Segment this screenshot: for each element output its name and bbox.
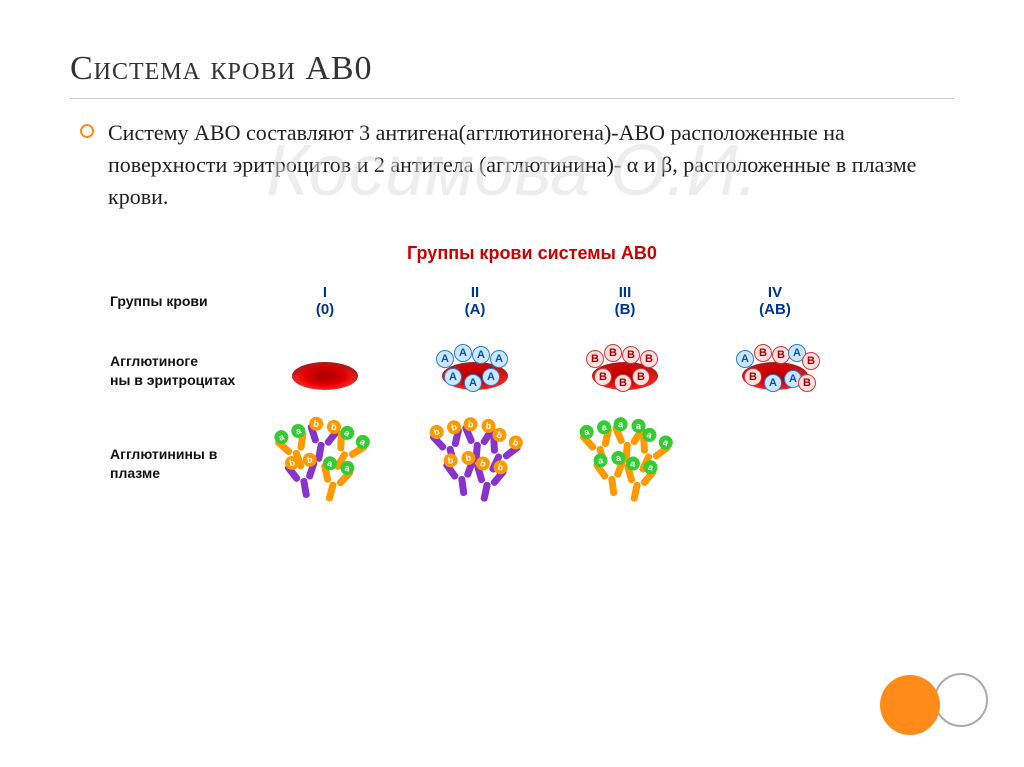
antigen-B-icon: B: [802, 352, 820, 370]
agglutinin-cell-I: aabbaabbaa: [250, 424, 400, 504]
antigen-B-icon: B: [594, 368, 612, 386]
col-header-4: IV (AB): [700, 284, 850, 318]
antigen-A-icon: A: [436, 350, 454, 368]
antigen-B-icon: B: [754, 344, 772, 362]
col-roman: III: [550, 284, 700, 301]
erythrocyte-cell-II: AAAAAAA: [400, 336, 550, 406]
row-label-agglutinins: Агглютинины в плазме: [110, 445, 250, 481]
antigen-B-icon: B: [632, 368, 650, 386]
antigen-B-icon: B: [640, 350, 658, 368]
antigen-B-icon: B: [586, 350, 604, 368]
agglutinin-cell-II: bbbbbbbbbb: [400, 424, 550, 504]
antigen-B-icon: B: [622, 346, 640, 364]
bullet-text: Систему АВО составляют 3 антигена(агглют…: [108, 117, 954, 213]
antibody-b-icon: bb: [470, 461, 505, 504]
antigen-A-icon: A: [482, 368, 500, 386]
col-roman: II: [400, 284, 550, 301]
col-header-3: III (B): [550, 284, 700, 318]
antigen-B-icon: B: [614, 374, 632, 392]
col-header-1: I (0): [250, 284, 400, 318]
bullet-marker-icon: [80, 124, 94, 138]
col-roman: I: [250, 284, 400, 301]
erythrocyte-cell-IV: ABBABBAAB: [700, 336, 850, 406]
antigen-B-icon: B: [744, 368, 762, 386]
antigen-B-icon: B: [798, 374, 816, 392]
diagram-container: Группы крови системы АВ0 Группы крови I …: [70, 243, 954, 504]
antigen-A-icon: A: [736, 350, 754, 368]
antigen-A-icon: A: [454, 344, 472, 362]
bullet-item: Систему АВО составляют 3 антигена(агглют…: [70, 117, 954, 213]
col-header-2: II (A): [400, 284, 550, 318]
antigen-A-icon: A: [764, 374, 782, 392]
antigen-B-icon: B: [604, 344, 622, 362]
antibody-a-icon: aa: [316, 461, 353, 505]
col-paren: (0): [250, 301, 400, 318]
erythrocyte-cell-III: BBBBBBB: [550, 336, 700, 406]
slide-title: Система крови АВ0: [70, 50, 954, 99]
agglutinin-cell-III: aaaaaaaaaa: [550, 424, 700, 504]
agglutinin-cell-IV: [700, 424, 850, 504]
diagram-title: Группы крови системы АВ0: [110, 243, 954, 264]
antigen-A-icon: A: [444, 368, 462, 386]
col-paren: (B): [550, 301, 700, 318]
row-label-groups: Группы крови: [110, 292, 250, 310]
deco-circle-outline-icon: [934, 673, 988, 727]
antigen-A-icon: A: [464, 374, 482, 392]
rbc-icon: [292, 362, 358, 390]
erythrocyte-cell-I: [250, 336, 400, 406]
col-paren: (A): [400, 301, 550, 318]
antibody-a-icon: aa: [620, 461, 655, 504]
col-paren: (AB): [700, 301, 850, 318]
antigen-A-icon: A: [490, 350, 508, 368]
col-roman: IV: [700, 284, 850, 301]
deco-circle-fill-icon: [880, 675, 940, 735]
row-label-agglutinogens: Агглютиногены в эритроцитах: [110, 352, 250, 388]
antigen-A-icon: A: [472, 346, 490, 364]
